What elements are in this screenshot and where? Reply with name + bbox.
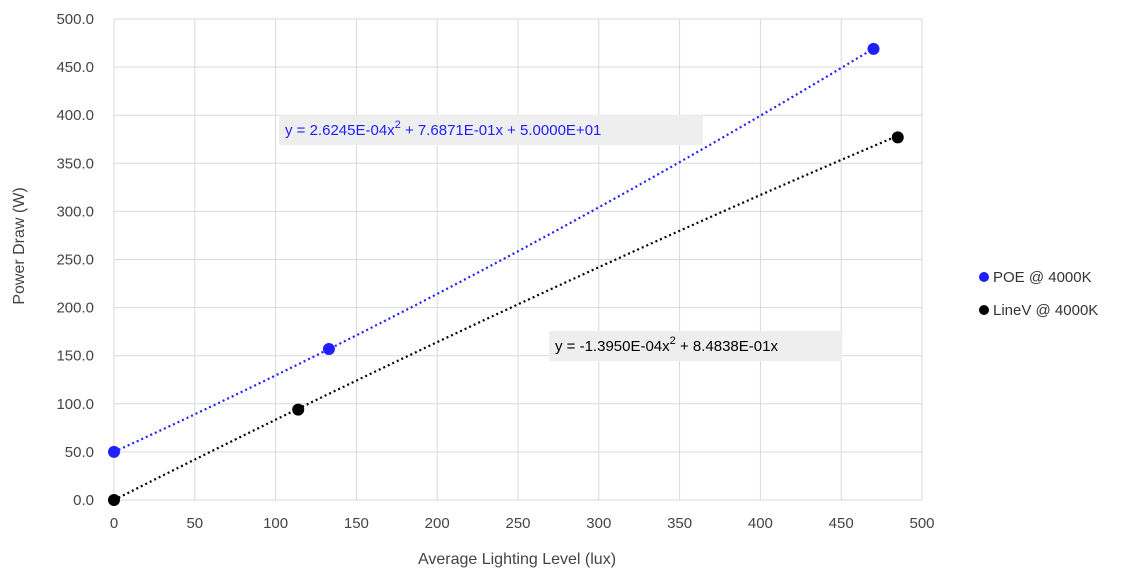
- grid: [113, 18, 923, 501]
- trendline-equation-series-1: y = -1.3950E-04x2 + 8.4838E-01x: [555, 335, 778, 355]
- trendlines: [113, 47, 899, 501]
- x-axis-title: Average Lighting Level (lux): [418, 551, 616, 568]
- y-tick-label: 50.0: [65, 444, 94, 461]
- trendline-equations: y = 2.6245E-04x2 + 7.6871E-01x + 5.0000E…: [279, 115, 842, 361]
- y-tick-label: 350.0: [56, 155, 94, 172]
- trendline-series-1: [113, 134, 899, 501]
- legend-marker-series-1: [979, 305, 989, 315]
- x-tick-label: 450: [829, 515, 854, 532]
- legend: POE @ 4000K LineV @ 4000K: [979, 269, 1098, 319]
- equation-box-series-0: [279, 115, 703, 145]
- x-tick-label: 350: [667, 515, 692, 532]
- legend-marker-series-0: [979, 272, 989, 282]
- trendline-series-0: [113, 47, 875, 453]
- x-tick-label: 200: [425, 515, 450, 532]
- y-tick-label: 150.0: [56, 348, 94, 365]
- legend-label-series-1: LineV @ 4000K: [993, 302, 1098, 319]
- y-tick-label: 500.0: [56, 11, 94, 28]
- y-tick-label: 100.0: [56, 396, 94, 413]
- trendline-equation-series-0: y = 2.6245E-04x2 + 7.6871E-01x + 5.0000E…: [285, 119, 601, 139]
- data-point-series-0: [867, 42, 880, 55]
- y-axis-title: Power Draw (W): [11, 187, 28, 304]
- x-tick-label: 0: [110, 515, 118, 532]
- data-point-series-1: [108, 494, 120, 506]
- axes: 0 50 100 150 200 250 300 350 400 450 500 0.0 50.0 100…: [56, 11, 934, 532]
- x-tick-label: 500: [909, 515, 934, 532]
- y-tick-label: 300.0: [56, 203, 94, 220]
- x-tick-label: 150: [344, 515, 369, 532]
- data-point-series-0: [108, 445, 120, 458]
- y-tick-label: 400.0: [56, 107, 94, 124]
- y-tick-label: 200.0: [56, 300, 94, 317]
- y-tick-label: 250.0: [56, 252, 94, 269]
- x-tick-label: 300: [586, 515, 611, 532]
- equation-box-series-1: [549, 331, 842, 361]
- data-point-series-1: [891, 131, 904, 144]
- x-tick-label: 100: [263, 515, 288, 532]
- legend-label-series-0: POE @ 4000K: [993, 269, 1092, 286]
- x-tick-label: 250: [505, 515, 530, 532]
- data-point-series-1: [292, 403, 305, 416]
- x-tick-label: 400: [748, 515, 773, 532]
- data-points: [108, 42, 904, 506]
- data-point-series-0: [322, 342, 335, 355]
- y-tick-label: 450.0: [56, 59, 94, 76]
- y-tick-label: 0.0: [73, 492, 94, 509]
- x-tick-label: 50: [186, 515, 203, 532]
